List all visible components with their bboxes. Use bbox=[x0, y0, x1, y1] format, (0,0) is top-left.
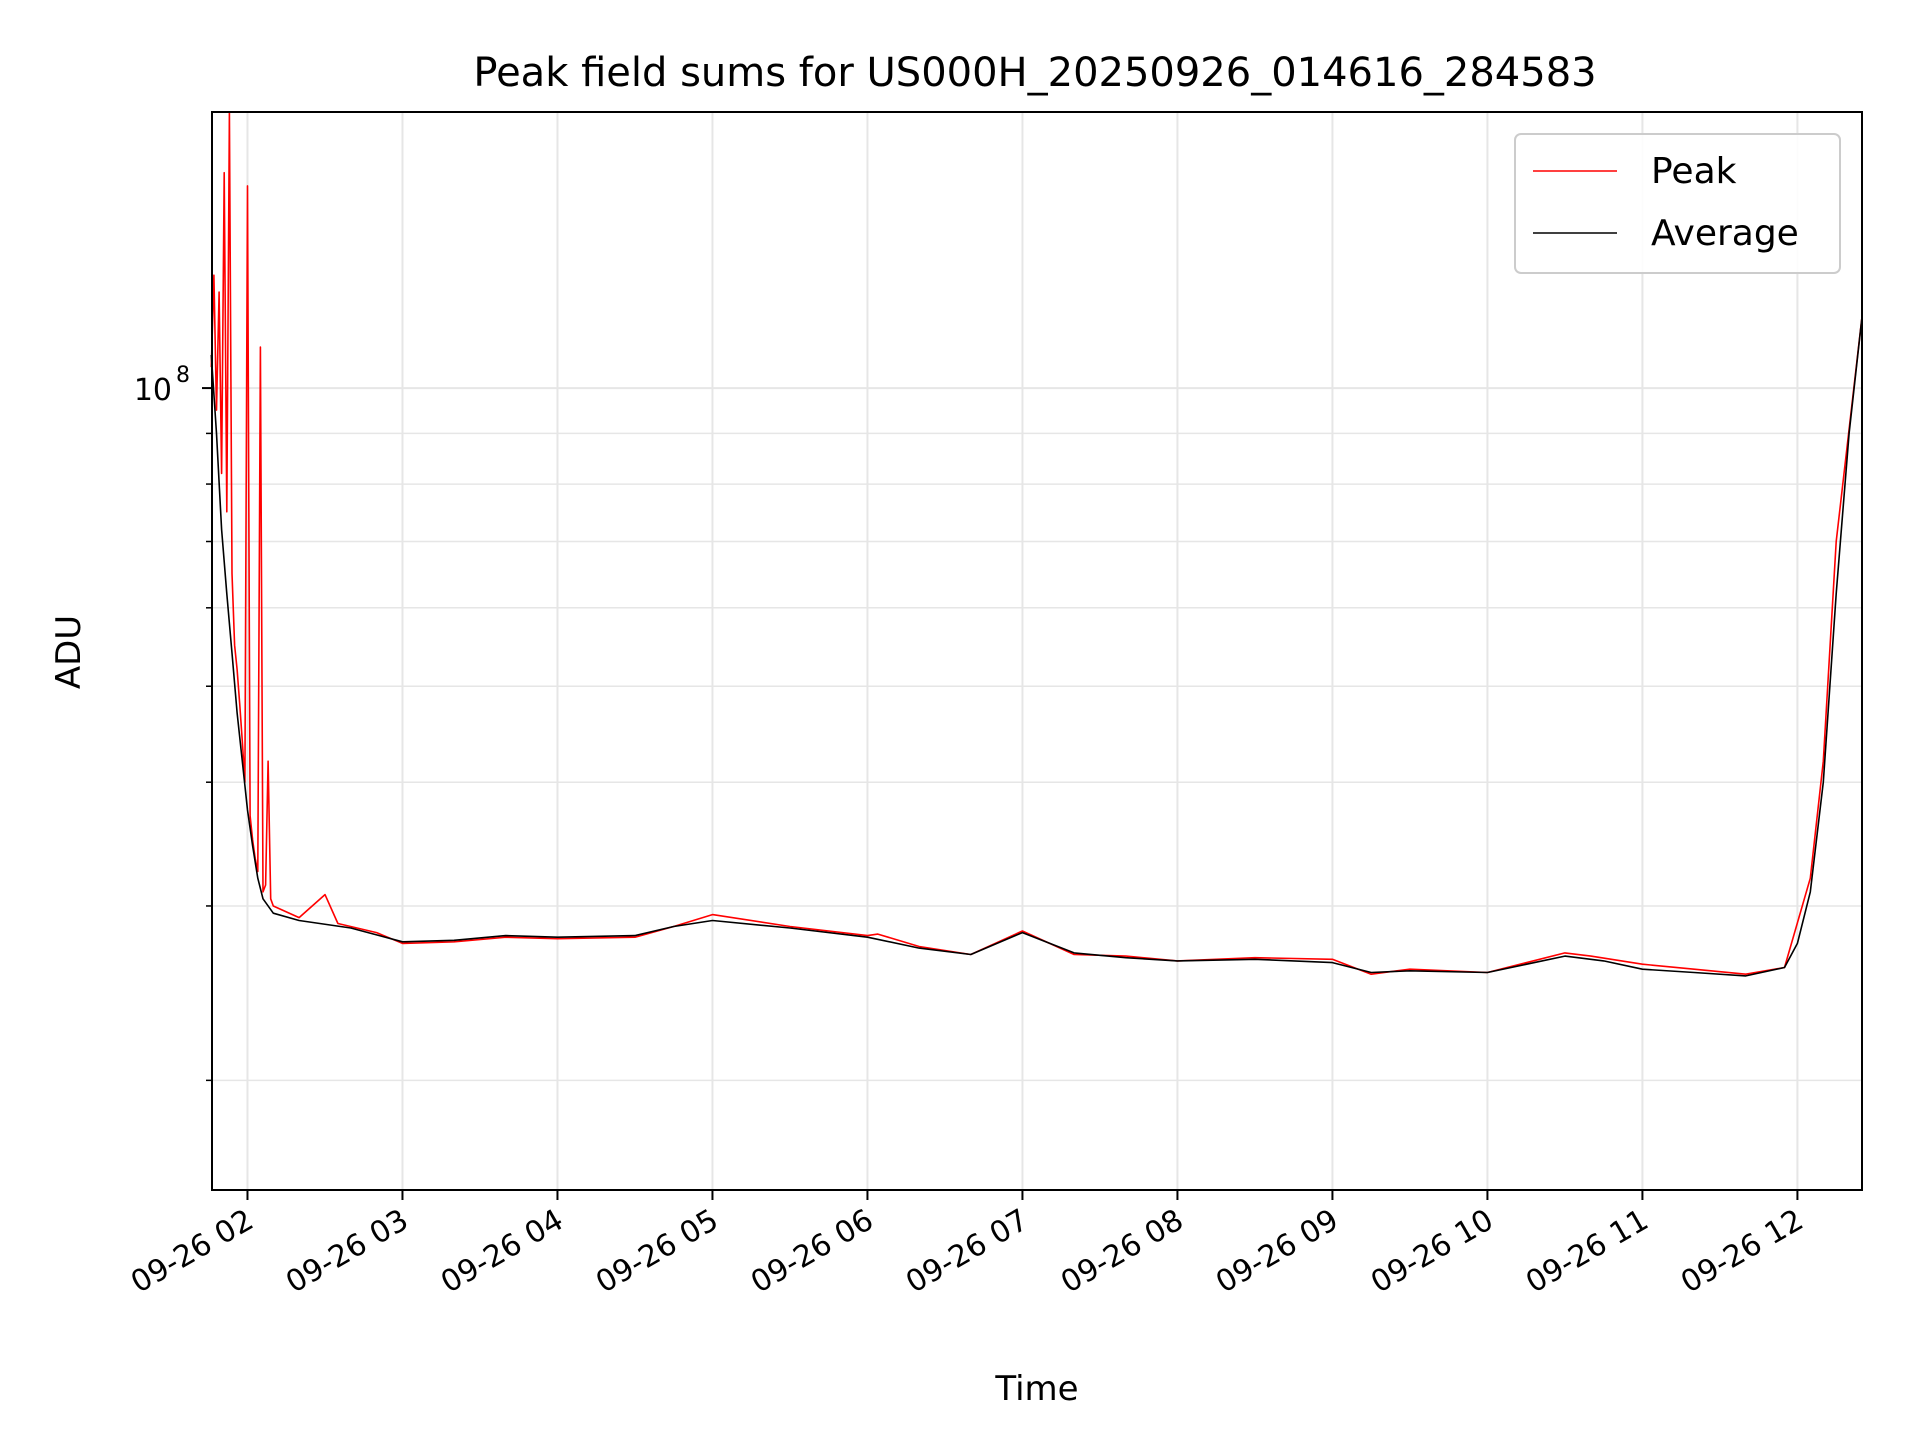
legend-box bbox=[1514, 133, 1841, 274]
plot-frame bbox=[211, 111, 1863, 1191]
y-tick-exponent: 8 bbox=[176, 363, 190, 388]
chart-title: Peak field sums for US000H_20250926_0146… bbox=[473, 50, 1596, 96]
legend: Peak Average bbox=[1514, 133, 1841, 274]
series-layer bbox=[210, 111, 1863, 977]
x-axis-label: Time bbox=[994, 1369, 1078, 1409]
legend-average-label: Average bbox=[1651, 213, 1799, 254]
y-axis-label: ADU bbox=[49, 615, 89, 689]
series-line-average bbox=[210, 316, 1863, 977]
grid-layer bbox=[212, 112, 1862, 1190]
y-tick-label: 10 bbox=[134, 373, 172, 408]
legend-peak-label: Peak bbox=[1651, 151, 1737, 192]
